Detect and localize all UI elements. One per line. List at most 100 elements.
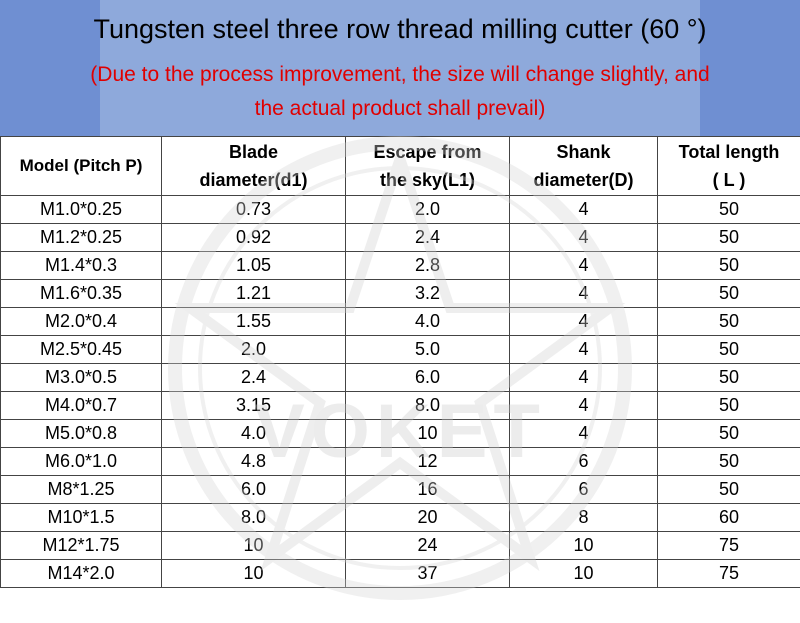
cell-shank-diameter: 4 [510, 196, 658, 224]
cell-shank-diameter: 4 [510, 364, 658, 392]
cell-model: M1.4*0.3 [1, 252, 162, 280]
cell-blade-diameter: 10 [162, 560, 346, 588]
cell-blade-diameter: 0.73 [162, 196, 346, 224]
header-blade-line-2: diameter(d1) [162, 166, 345, 194]
specs-table: Model (Pitch P) Blade diameter(d1) Escap… [0, 136, 800, 588]
header-shank-line-2: diameter(D) [510, 166, 657, 194]
table-row: M8*1.25 6.0 16 6 50 [1, 476, 800, 504]
cell-escape: 5.0 [346, 336, 510, 364]
cell-model: M1.6*0.35 [1, 280, 162, 308]
cell-blade-diameter: 2.4 [162, 364, 346, 392]
cell-escape: 16 [346, 476, 510, 504]
cell-model: M12*1.75 [1, 532, 162, 560]
cell-total-length: 50 [658, 308, 800, 336]
table-row: M3.0*0.5 2.4 6.0 4 50 [1, 364, 800, 392]
header-cell-blade-diameter: Blade diameter(d1) [162, 137, 346, 196]
cell-blade-diameter: 1.55 [162, 308, 346, 336]
cell-total-length: 50 [658, 392, 800, 420]
cell-shank-diameter: 10 [510, 532, 658, 560]
table-row: M5.0*0.8 4.0 10 4 50 [1, 420, 800, 448]
table-row: M6.0*1.0 4.8 12 6 50 [1, 448, 800, 476]
header-cell-model: Model (Pitch P) [1, 137, 162, 196]
cell-escape: 3.2 [346, 280, 510, 308]
header-length-line-2: ( L ) [658, 166, 800, 194]
cell-model: M14*2.0 [1, 560, 162, 588]
cell-model: M4.0*0.7 [1, 392, 162, 420]
cell-total-length: 50 [658, 224, 800, 252]
cell-model: M8*1.25 [1, 476, 162, 504]
table-row: M12*1.75 10 24 10 75 [1, 532, 800, 560]
cell-shank-diameter: 10 [510, 560, 658, 588]
cell-escape: 24 [346, 532, 510, 560]
cell-escape: 12 [346, 448, 510, 476]
cell-shank-diameter: 6 [510, 476, 658, 504]
cell-escape: 20 [346, 504, 510, 532]
cell-model: M3.0*0.5 [1, 364, 162, 392]
cell-blade-diameter: 8.0 [162, 504, 346, 532]
cell-total-length: 50 [658, 252, 800, 280]
cell-total-length: 50 [658, 476, 800, 504]
cell-shank-diameter: 4 [510, 252, 658, 280]
cell-model: M10*1.5 [1, 504, 162, 532]
cell-shank-diameter: 8 [510, 504, 658, 532]
table-row: M1.4*0.3 1.05 2.8 4 50 [1, 252, 800, 280]
cell-total-length: 50 [658, 280, 800, 308]
cell-shank-diameter: 6 [510, 448, 658, 476]
cell-blade-diameter: 4.0 [162, 420, 346, 448]
cell-blade-diameter: 1.21 [162, 280, 346, 308]
cell-escape: 8.0 [346, 392, 510, 420]
cell-escape: 37 [346, 560, 510, 588]
header-escape-line-1: Escape from [346, 138, 509, 166]
cell-total-length: 50 [658, 420, 800, 448]
disclaimer-line-2: the actual product shall prevail) [0, 92, 800, 126]
cell-shank-diameter: 4 [510, 224, 658, 252]
cell-escape: 6.0 [346, 364, 510, 392]
header-blade-line-1: Blade [162, 138, 345, 166]
table-row: M1.6*0.35 1.21 3.2 4 50 [1, 280, 800, 308]
header-escape-line-2: the sky(L1) [346, 166, 509, 194]
cell-total-length: 50 [658, 364, 800, 392]
disclaimer-note: (Due to the process improvement, the siz… [0, 58, 800, 126]
cell-total-length: 75 [658, 560, 800, 588]
table-row: M4.0*0.7 3.15 8.0 4 50 [1, 392, 800, 420]
header-row: Model (Pitch P) Blade diameter(d1) Escap… [1, 137, 800, 196]
header-cell-escape: Escape from the sky(L1) [346, 137, 510, 196]
cell-shank-diameter: 4 [510, 392, 658, 420]
cell-escape: 2.8 [346, 252, 510, 280]
header-cell-total-length: Total length ( L ) [658, 137, 800, 196]
cell-total-length: 50 [658, 336, 800, 364]
cell-total-length: 50 [658, 448, 800, 476]
header-banner: Tungsten steel three row thread milling … [0, 0, 800, 136]
header-cell-shank-diameter: Shank diameter(D) [510, 137, 658, 196]
cell-blade-diameter: 1.05 [162, 252, 346, 280]
cell-model: M1.2*0.25 [1, 224, 162, 252]
cell-blade-diameter: 6.0 [162, 476, 346, 504]
cell-model: M6.0*1.0 [1, 448, 162, 476]
cell-total-length: 75 [658, 532, 800, 560]
cell-shank-diameter: 4 [510, 308, 658, 336]
disclaimer-line-1: (Due to the process improvement, the siz… [0, 58, 800, 92]
cell-escape: 4.0 [346, 308, 510, 336]
cell-shank-diameter: 4 [510, 280, 658, 308]
header-shank-line-1: Shank [510, 138, 657, 166]
specs-table-head: Model (Pitch P) Blade diameter(d1) Escap… [1, 137, 800, 196]
cell-model: M1.0*0.25 [1, 196, 162, 224]
page-title: Tungsten steel three row thread milling … [0, 14, 800, 45]
cell-blade-diameter: 2.0 [162, 336, 346, 364]
cell-shank-diameter: 4 [510, 420, 658, 448]
cell-total-length: 50 [658, 196, 800, 224]
header-length-line-1: Total length [658, 138, 800, 166]
cell-model: M5.0*0.8 [1, 420, 162, 448]
cell-total-length: 60 [658, 504, 800, 532]
table-row: M1.0*0.25 0.73 2.0 4 50 [1, 196, 800, 224]
header-model-line-1: Model (Pitch P) [20, 156, 143, 175]
cell-blade-diameter: 0.92 [162, 224, 346, 252]
cell-blade-diameter: 10 [162, 532, 346, 560]
cell-model: M2.0*0.4 [1, 308, 162, 336]
table-row: M1.2*0.25 0.92 2.4 4 50 [1, 224, 800, 252]
cell-escape: 2.4 [346, 224, 510, 252]
cell-escape: 10 [346, 420, 510, 448]
cell-blade-diameter: 4.8 [162, 448, 346, 476]
table-row: M2.5*0.45 2.0 5.0 4 50 [1, 336, 800, 364]
cell-model: M2.5*0.45 [1, 336, 162, 364]
